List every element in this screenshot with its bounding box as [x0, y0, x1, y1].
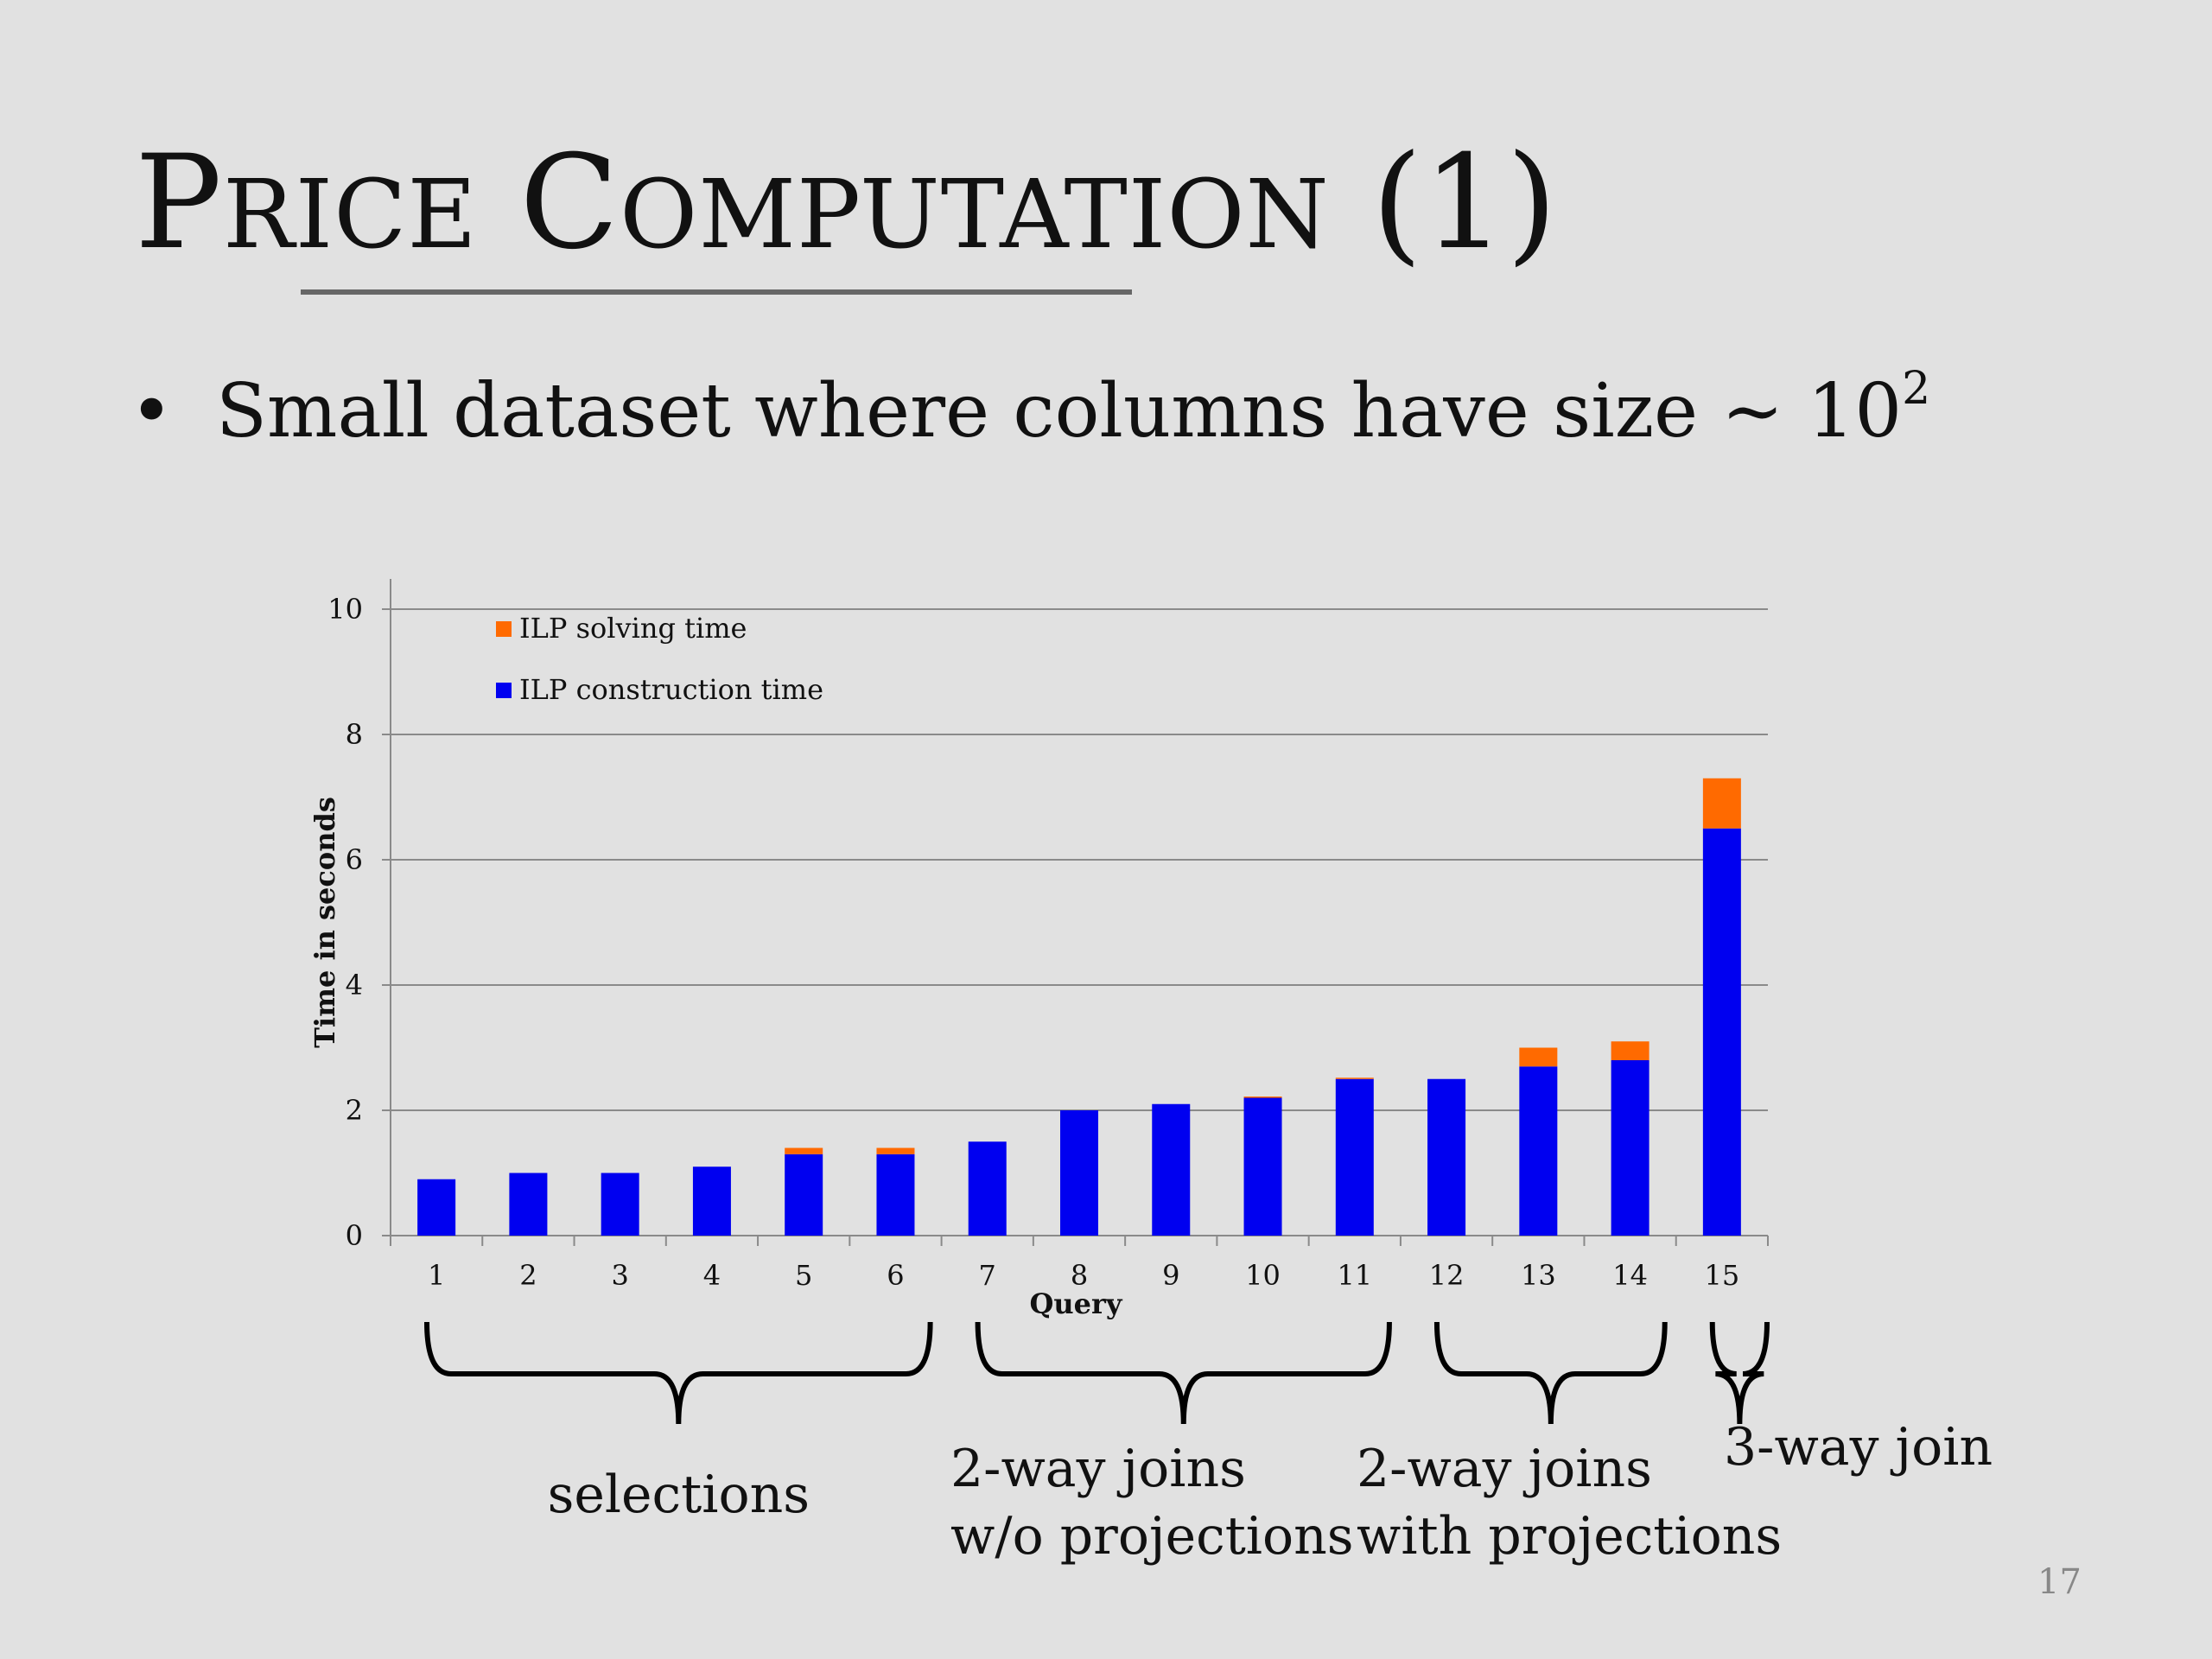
title-underline: [301, 289, 1132, 295]
y-tick-label: 2: [346, 1094, 363, 1127]
x-tick-label: 10: [1245, 1259, 1281, 1292]
bar-construction: [1611, 1060, 1649, 1236]
bar-construction: [1519, 1066, 1558, 1236]
bar-construction: [509, 1173, 548, 1236]
bar-construction: [1060, 1110, 1098, 1236]
group-label: 2-way joins: [950, 1439, 1246, 1499]
slide-number: 17: [2037, 1562, 2082, 1602]
title-word-1-rest: rice: [222, 159, 478, 270]
legend-swatch: [496, 683, 512, 698]
bar-construction: [1335, 1078, 1374, 1236]
bar-construction: [876, 1154, 915, 1236]
group-brace: [975, 1321, 1392, 1425]
bar-construction: [692, 1166, 731, 1236]
x-tick-label: 14: [1612, 1259, 1648, 1292]
x-tick-label: 15: [1705, 1259, 1740, 1292]
bullet-dot-icon: •: [130, 368, 174, 454]
group-label: 2-way joins: [1357, 1439, 1652, 1499]
x-tick-label: 8: [1071, 1259, 1088, 1292]
bar-construction: [968, 1141, 1007, 1236]
bar-solving: [1702, 778, 1741, 829]
x-tick-label: 2: [519, 1259, 537, 1292]
bar-solving: [1611, 1041, 1649, 1060]
bar-solving: [1519, 1047, 1558, 1067]
bar-construction: [785, 1154, 823, 1236]
x-axis-title: Query: [1030, 1287, 1123, 1320]
x-tick-label: 5: [795, 1259, 812, 1292]
group-label: selections: [548, 1465, 810, 1525]
x-tick-label: 1: [428, 1259, 445, 1292]
group-label: 3-way join: [1724, 1417, 1993, 1478]
y-tick-label: 0: [346, 1219, 363, 1252]
bar-construction: [1243, 1097, 1282, 1236]
legend-swatch: [496, 621, 512, 637]
bar-solving: [876, 1147, 915, 1154]
bar-solving: [1335, 1077, 1374, 1079]
x-tick-label: 3: [611, 1259, 628, 1292]
x-tick-label: 13: [1521, 1259, 1556, 1292]
bullet-point: • Small dataset where columns have size ~…: [130, 363, 1930, 454]
bar-construction: [417, 1179, 456, 1236]
y-tick-label: 6: [346, 843, 363, 876]
title-initial-1: P: [135, 128, 223, 278]
legend-label: ILP construction time: [519, 673, 823, 706]
group-label: w/o projections: [950, 1506, 1354, 1567]
group-brace: [424, 1321, 933, 1425]
bar-construction: [1427, 1078, 1466, 1236]
bar-solving: [785, 1147, 823, 1154]
y-tick-label: 10: [327, 593, 363, 626]
x-tick-label: 11: [1337, 1259, 1372, 1292]
x-tick-label: 12: [1429, 1259, 1465, 1292]
slide-title: Price Computation (1): [135, 138, 1558, 268]
y-axis-title: Time in seconds: [308, 797, 341, 1048]
x-tick-label: 7: [979, 1259, 996, 1292]
title-word-2-rest: omputation: [620, 159, 1330, 270]
bullet-text: Small dataset where columns have size ~ …: [216, 368, 1903, 454]
group-brace: [1709, 1321, 1770, 1425]
bar-solving: [1243, 1096, 1282, 1098]
title-suffix: (1): [1371, 128, 1558, 278]
bar-construction: [1702, 828, 1741, 1236]
y-tick-label: 4: [346, 969, 363, 1001]
bar-construction: [1152, 1103, 1191, 1236]
title-initial-2: C: [519, 128, 620, 278]
x-tick-label: 9: [1162, 1259, 1179, 1292]
y-tick-label: 8: [346, 718, 363, 751]
legend-label: ILP solving time: [519, 612, 747, 645]
group-brace: [1433, 1321, 1668, 1425]
x-tick-label: 4: [703, 1259, 721, 1292]
bar-construction: [601, 1173, 639, 1236]
x-tick-label: 6: [887, 1259, 904, 1292]
bullet-exponent: 2: [1902, 363, 1931, 415]
group-label: with projections: [1357, 1506, 1782, 1567]
